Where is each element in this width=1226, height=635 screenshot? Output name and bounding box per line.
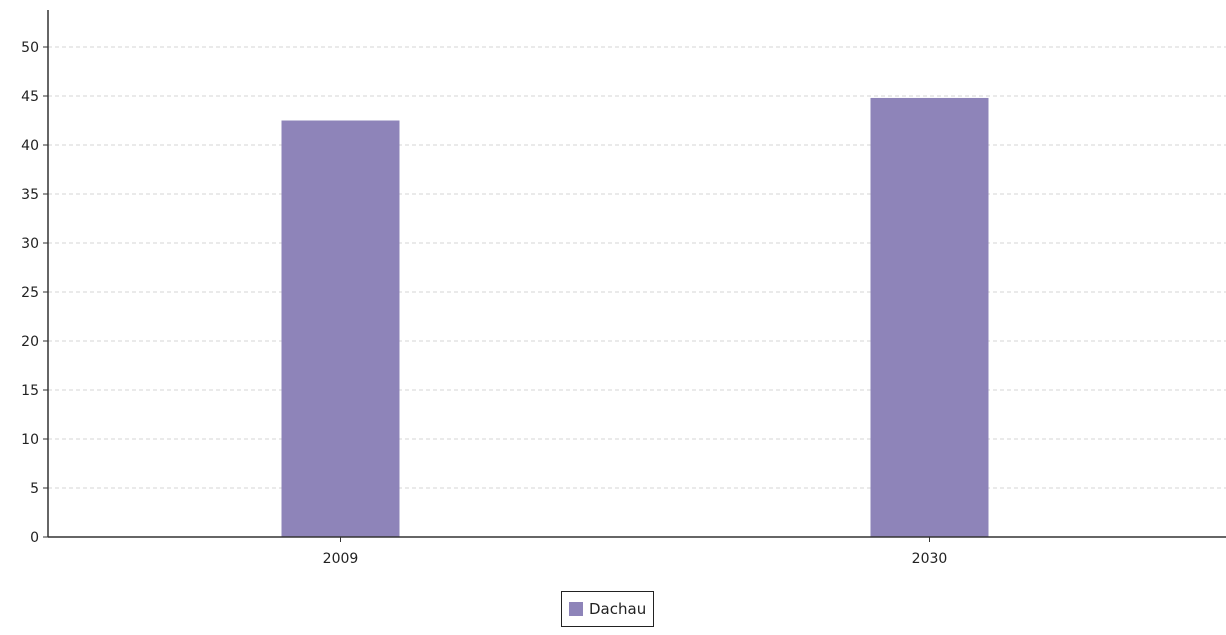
x-tick-label-2030: 2030: [912, 551, 948, 567]
y-axis-ticks: 0 5 10 15 20 25 30 35 40 45 50: [21, 40, 48, 546]
y-tick-label-20: 20: [21, 334, 39, 350]
y-tick-label-35: 35: [21, 187, 39, 203]
y-tick-label-45: 45: [21, 89, 39, 105]
legend-label-dachau: Dachau: [589, 600, 647, 618]
y-tick-label-25: 25: [21, 285, 39, 301]
y-tick-label-50: 50: [21, 40, 39, 56]
y-tick-label-40: 40: [21, 138, 39, 154]
bars: [281, 97, 989, 538]
y-tick-label-10: 10: [21, 432, 39, 448]
bar-dachau-2030: [870, 97, 989, 538]
y-tick-label-30: 30: [21, 236, 39, 252]
y-tick-label-15: 15: [21, 383, 39, 399]
grid-lines: [48, 46, 1226, 489]
y-tick-label-0: 0: [30, 530, 39, 546]
x-axis-ticks: 2009 2030: [323, 537, 948, 567]
y-tick-label-5: 5: [30, 481, 39, 497]
legend: Dachau: [561, 591, 655, 627]
bar-dachau-2009: [281, 120, 400, 537]
axes: [47, 10, 1226, 538]
legend-swatch-dachau: [569, 602, 583, 616]
x-tick-label-2009: 2009: [323, 551, 359, 567]
